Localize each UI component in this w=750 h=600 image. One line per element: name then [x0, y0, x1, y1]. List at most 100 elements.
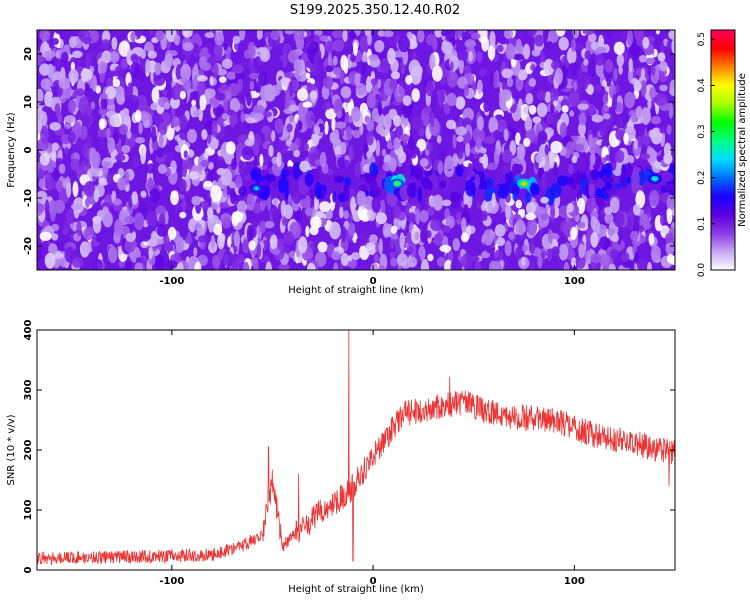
spectrogram-cell [368, 54, 379, 62]
spectrogram-cell [604, 212, 614, 224]
spectrogram-cell [117, 177, 127, 191]
spectrogram-cell [248, 240, 256, 251]
spectrogram-cell [353, 41, 358, 56]
spectrogram-cell [101, 161, 111, 168]
spectrogram-cell [456, 136, 464, 143]
spectrogram-cell [78, 96, 89, 115]
spectrogram-cell [444, 259, 453, 270]
spectrogram-cell [246, 224, 254, 243]
spectrogram-cell [411, 116, 424, 131]
spectrogram-cell [402, 95, 412, 106]
spectrogram-cell [382, 222, 390, 238]
spectrogram-cell [189, 171, 200, 180]
spectrogram-cell [102, 206, 109, 215]
spectrogram-cell [590, 253, 602, 264]
spectrogram-cell [407, 136, 415, 151]
spectrogram-cell [82, 36, 92, 45]
spectrogram-cell [331, 30, 344, 39]
spectrogram-cell [521, 244, 529, 252]
spectrogram-cell [108, 51, 120, 63]
spectrogram-cell [578, 112, 587, 126]
spectrogram-cell [630, 171, 640, 187]
spectrogram-cell [38, 142, 47, 151]
spectrogram-cell [606, 30, 612, 39]
spectrogram-cell [660, 214, 665, 226]
spectrogram-cell [99, 136, 105, 147]
spectrogram-cell [281, 216, 289, 226]
spectrogram-cell [293, 58, 302, 74]
snr-y-label: SNR (10 * v/v) [6, 414, 17, 485]
spectrogram-cell [124, 171, 130, 186]
spectrogram-cells [37, 30, 675, 270]
spectrogram-cell [609, 248, 619, 260]
spectrogram-cell [40, 126, 49, 144]
colorbar-ticks: 0.0 0.1 0.2 0.3 0.4 0.5 [697, 32, 715, 277]
spectrogram-cell [489, 260, 498, 270]
spectrogram-cell [259, 48, 271, 62]
spectrogram-cell [82, 227, 94, 241]
spectrogram-cell [635, 105, 643, 120]
spectrogram-cell [310, 57, 315, 64]
spectrogram-cell [577, 156, 586, 174]
spectrogram-cell [106, 173, 111, 185]
spectrogram-cell [640, 107, 651, 125]
spectrogram-cell [157, 164, 167, 174]
spectrogram-cell [563, 261, 570, 270]
spectrogram-cell [361, 62, 366, 76]
spectrogram-cell [289, 114, 294, 123]
spectrogram-cell [406, 202, 412, 209]
spectrogram-cell [57, 57, 62, 70]
spectrogram-cell [624, 91, 635, 109]
spectrogram-cell [578, 122, 586, 136]
spectrogram-cell [570, 257, 577, 268]
spectrogram-cell [175, 64, 183, 81]
colorbar-tick-label: 0.1 [697, 217, 707, 231]
spectrogram-cell [446, 92, 457, 107]
spectrogram-y-tick-label: 10 [23, 95, 34, 109]
spectrogram-cell [408, 256, 418, 268]
spectrogram-cell [39, 231, 52, 241]
spectrogram-cell [222, 185, 228, 198]
spectrogram-cell [515, 174, 521, 182]
spectrogram-cell [572, 30, 580, 39]
spectrogram-cell [520, 208, 526, 219]
spectrogram-cell [648, 129, 658, 138]
spectrogram-cell [100, 97, 108, 110]
spectrogram-cell [303, 143, 310, 152]
spectrogram-cell [250, 168, 259, 181]
spectrogram-cell [550, 102, 555, 115]
spectrogram-cell [590, 232, 599, 248]
spectrogram-cell [260, 169, 268, 177]
spectrogram-cell [397, 212, 406, 221]
spectrogram-cell [648, 233, 655, 245]
spectrogram-cell [399, 134, 411, 142]
spectrogram-cell [402, 163, 412, 179]
spectrogram-cell [114, 218, 124, 237]
snr-y-tick-label: 300 [23, 380, 34, 401]
spectrogram-cell [632, 203, 641, 216]
spectrogram-cell [213, 63, 219, 78]
spectrogram-cell [371, 196, 381, 214]
spectrogram-cell [604, 58, 614, 73]
spectrogram-cell [219, 76, 227, 83]
spectrogram-cell [455, 126, 468, 136]
spectrogram-cell [661, 227, 670, 234]
spectrogram-cell [114, 85, 125, 101]
spectrogram-cell [655, 30, 660, 35]
spectrogram-cell [366, 131, 374, 146]
spectrogram-cell [148, 246, 154, 260]
spectrogram-cell [209, 141, 219, 150]
spectrogram-cell [607, 227, 615, 236]
spectrogram-cell [134, 262, 143, 270]
snr-x-label: Height of straight line (km) [288, 584, 424, 595]
spectrogram-cell [293, 149, 300, 158]
spectrogram-cell [317, 241, 328, 253]
spectrogram-cell [425, 80, 434, 97]
spectrogram-cell [162, 89, 168, 96]
spectrogram-cell [367, 32, 372, 46]
spectrogram-cell [556, 30, 566, 37]
spectrogram-cell [246, 91, 252, 107]
spectrogram-cell [324, 120, 329, 135]
spectrogram-cell [164, 53, 174, 68]
spectrogram-cell [378, 238, 383, 256]
